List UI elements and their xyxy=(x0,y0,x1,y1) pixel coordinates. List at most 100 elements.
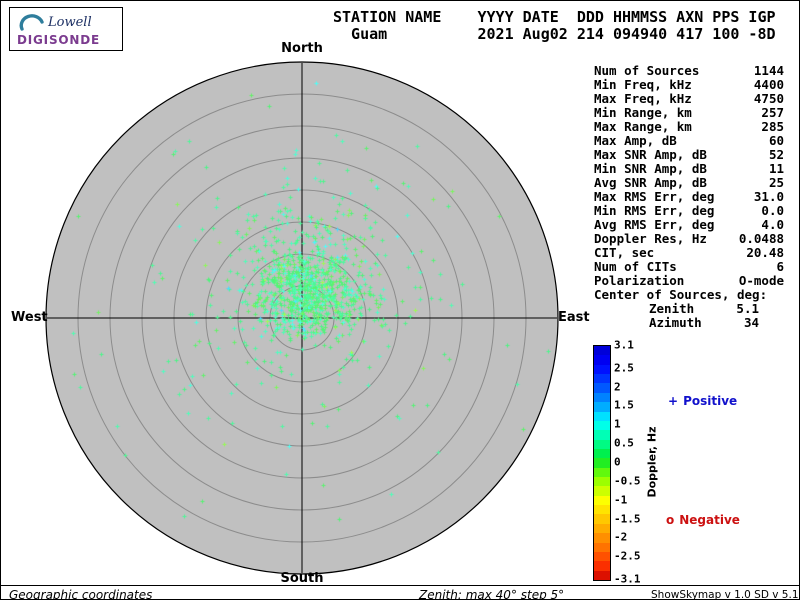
compass-label-east: East xyxy=(558,310,590,325)
stat-label: Polarization xyxy=(594,273,685,288)
colorbar-tick: 0 xyxy=(614,455,621,469)
stat-label: Center of Sources, deg: xyxy=(594,287,768,302)
plus-marker-icon: + xyxy=(668,394,679,408)
colorbar-segment xyxy=(594,392,610,403)
colorbar-tick: 1 xyxy=(614,417,621,431)
stat-row: Max SNR Amp, dB 52 xyxy=(594,148,784,162)
colorbar-tick: -2 xyxy=(614,530,628,544)
stat-label: Zenith xyxy=(649,301,695,316)
colorbar-segment xyxy=(594,477,610,487)
stat-label: Avg RMS Err, deg xyxy=(594,217,715,232)
measurement-stats-panel: Num of Sources 1144 Min Freq, kHz 4400 Max F… xyxy=(594,64,784,330)
footer-version-label: ShowSkymap v 1.0 SD v 5.1 xyxy=(651,589,799,600)
stat-row: Max Range, km 285 xyxy=(594,120,784,134)
stat-value: 34 xyxy=(743,315,759,330)
lowell-swoosh-icon xyxy=(19,14,44,31)
stat-label: Num of Sources xyxy=(594,63,700,78)
compass-label-north: North xyxy=(281,41,323,56)
stat-label: Min Range, km xyxy=(594,105,692,120)
stat-value: 6 xyxy=(776,259,784,274)
colorbar-tick: 2.5 xyxy=(614,361,634,375)
colorbar-tick: -1 xyxy=(614,493,628,507)
legend-positive-label: Positive xyxy=(683,394,738,408)
colorbar-segment xyxy=(594,430,610,440)
skymap-polar-plot xyxy=(45,61,559,575)
colorbar-segment xyxy=(594,561,610,571)
stat-value: O-mode xyxy=(738,273,784,288)
stat-row: Avg SNR Amp, dB 25 xyxy=(594,176,784,190)
stat-row: Min SNR Amp, dB 11 xyxy=(594,162,784,176)
stat-label: Azimuth xyxy=(649,315,702,330)
colorbar-segment xyxy=(594,346,610,356)
stat-label: Min Freq, kHz xyxy=(594,77,692,92)
colorbar-segment xyxy=(594,486,610,496)
header-station-values: Guam 2021 Aug02 214 094940 417 100 -8D xyxy=(333,25,776,43)
colorbar-segment xyxy=(594,542,610,552)
colorbar-segment xyxy=(594,355,610,365)
colorbar-tick: -3.1 xyxy=(614,572,641,586)
stat-row: Avg RMS Err, deg 4.0 xyxy=(594,218,784,232)
colorbar-tick: -0.5 xyxy=(614,474,641,488)
stat-value: 257 xyxy=(761,105,784,120)
stat-value: 5.1 xyxy=(736,301,759,316)
stat-label: Num of CITs xyxy=(594,259,677,274)
stat-value: 11 xyxy=(768,161,784,176)
legend-negative-label: Negative xyxy=(679,513,740,527)
colorbar-segment xyxy=(594,383,610,393)
stat-value: 285 xyxy=(761,119,784,134)
stat-label: Doppler Res, Hz xyxy=(594,231,707,246)
stat-label: Max Range, km xyxy=(594,119,692,134)
colorbar-segment xyxy=(594,570,610,580)
circle-marker-icon: o xyxy=(666,513,675,527)
stat-value: 60 xyxy=(768,133,784,148)
lowell-digisonde-logo: Lowell DIGISONDE xyxy=(9,7,123,51)
stat-row: Min Range, km 257 xyxy=(594,106,784,120)
colorbar-tick: -1.5 xyxy=(614,512,641,526)
colorbar-tick: 3.1 xyxy=(614,338,634,352)
stat-row: Max Amp, dB 60 xyxy=(594,134,784,148)
colorbar-segment xyxy=(594,523,610,534)
stat-value: 52 xyxy=(768,147,784,162)
legend-negative: o Negative xyxy=(666,513,740,527)
colorbar-segment xyxy=(594,448,610,459)
stat-label: Max Amp, dB xyxy=(594,133,677,148)
stat-row: CIT, sec 20.48 xyxy=(594,246,784,260)
colorbar-segment xyxy=(594,533,610,543)
footer-divider xyxy=(1,585,799,586)
colorbar-segment xyxy=(594,420,610,431)
stat-value: 31.0 xyxy=(753,189,784,204)
stat-row: Min RMS Err, deg 0.0 xyxy=(594,204,784,218)
logo-product: DIGISONDE xyxy=(17,33,100,47)
stat-label: Max SNR Amp, dB xyxy=(594,147,707,162)
stat-label: Avg SNR Amp, dB xyxy=(594,175,707,190)
colorbar-tick: 0.5 xyxy=(614,436,634,450)
colorbar-segment xyxy=(594,514,610,524)
stat-row: Center of Sources, deg: xyxy=(594,288,784,302)
colorbar-segment xyxy=(594,439,610,449)
stat-label: Max RMS Err, deg xyxy=(594,189,715,204)
colorbar-segment xyxy=(594,374,610,384)
stat-label: CIT, sec xyxy=(594,245,655,260)
compass-label-south: South xyxy=(280,571,324,586)
colorbar-segment xyxy=(594,411,610,421)
stat-value: 25 xyxy=(768,175,784,190)
compass-label-west: West xyxy=(11,310,48,325)
stat-row: Max RMS Err, deg 31.0 xyxy=(594,190,784,204)
doppler-colorbar xyxy=(593,345,611,581)
colorbar-segment xyxy=(594,551,610,562)
colorbar-tick: 1.5 xyxy=(614,398,634,412)
colorbar-segment xyxy=(594,505,610,515)
footer-coordinates-label: Geographic coordinates xyxy=(9,588,153,600)
colorbar-segment xyxy=(594,458,610,468)
stat-row: Min Freq, kHz 4400 xyxy=(594,78,784,92)
stat-value: 20.48 xyxy=(746,245,784,260)
skymap-scatter-canvas xyxy=(45,61,559,575)
colorbar-tick: 2 xyxy=(614,380,621,394)
colorbar-segment xyxy=(594,402,610,412)
colorbar-tick: -2.5 xyxy=(614,549,641,563)
stat-label: Min SNR Amp, dB xyxy=(594,161,707,176)
stat-row: Azimuth 34 xyxy=(594,316,784,330)
stat-row: Doppler Res, Hz 0.0488 xyxy=(594,232,784,246)
logo-name: Lowell xyxy=(48,15,92,30)
doppler-colorbar-title: Doppler, Hz xyxy=(645,426,659,498)
